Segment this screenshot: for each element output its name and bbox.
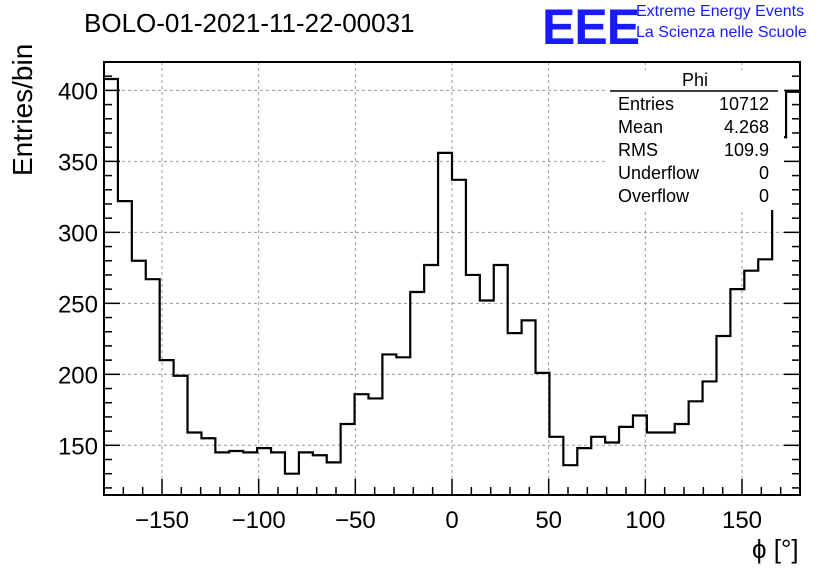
stats-value-overflow: 0 bbox=[759, 186, 769, 206]
logo-subtitle-2: La Scienza nelle Scuole bbox=[636, 24, 807, 41]
stats-label-entries: Entries bbox=[618, 94, 674, 114]
x-tick-label: 50 bbox=[535, 507, 562, 534]
stats-value-entries: 10712 bbox=[719, 94, 769, 114]
stats-box-background bbox=[606, 70, 784, 210]
stats-box: Phi Entries 10712 Mean 4.268 RMS 109.9 U… bbox=[606, 70, 784, 210]
x-axis-label: ϕ [°] bbox=[752, 534, 799, 564]
stats-title: Phi bbox=[682, 70, 708, 90]
y-tick-labels: 150 200 250 300 350 400 bbox=[58, 78, 98, 460]
x-tick-label: −100 bbox=[232, 507, 286, 534]
y-axis-label: Entries/bin bbox=[7, 43, 38, 176]
stats-value-mean: 4.268 bbox=[724, 117, 769, 137]
y-tick-label: 200 bbox=[58, 362, 98, 389]
y-tick-label: 250 bbox=[58, 291, 98, 318]
histogram-line bbox=[104, 77, 800, 475]
x-tick-labels: −150 −100 −50 0 50 100 150 bbox=[135, 507, 762, 534]
stats-label-underflow: Underflow bbox=[618, 163, 700, 183]
y-tick-label: 300 bbox=[58, 220, 98, 247]
chart-title: BOLO-01-2021-11-22-00031 bbox=[84, 8, 415, 38]
y-tick-label: 150 bbox=[58, 433, 98, 460]
stats-label-overflow: Overflow bbox=[618, 186, 690, 206]
stats-label-rms: RMS bbox=[618, 140, 658, 160]
x-tick-label: 0 bbox=[445, 507, 458, 534]
x-tick-label: 100 bbox=[625, 507, 665, 534]
logo-subtitle-1: Extreme Energy Events bbox=[636, 3, 805, 20]
y-tick-label: 350 bbox=[58, 149, 98, 176]
eee-logo: EEE bbox=[542, 0, 640, 55]
x-tick-label: −50 bbox=[335, 507, 376, 534]
x-tick-label: −150 bbox=[135, 507, 189, 534]
y-tick-label: 400 bbox=[58, 78, 98, 105]
axis-ticks bbox=[103, 61, 801, 495]
stats-value-rms: 109.9 bbox=[724, 140, 769, 160]
stats-label-mean: Mean bbox=[618, 117, 663, 137]
stats-value-underflow: 0 bbox=[759, 163, 769, 183]
x-tick-label: 150 bbox=[722, 507, 762, 534]
